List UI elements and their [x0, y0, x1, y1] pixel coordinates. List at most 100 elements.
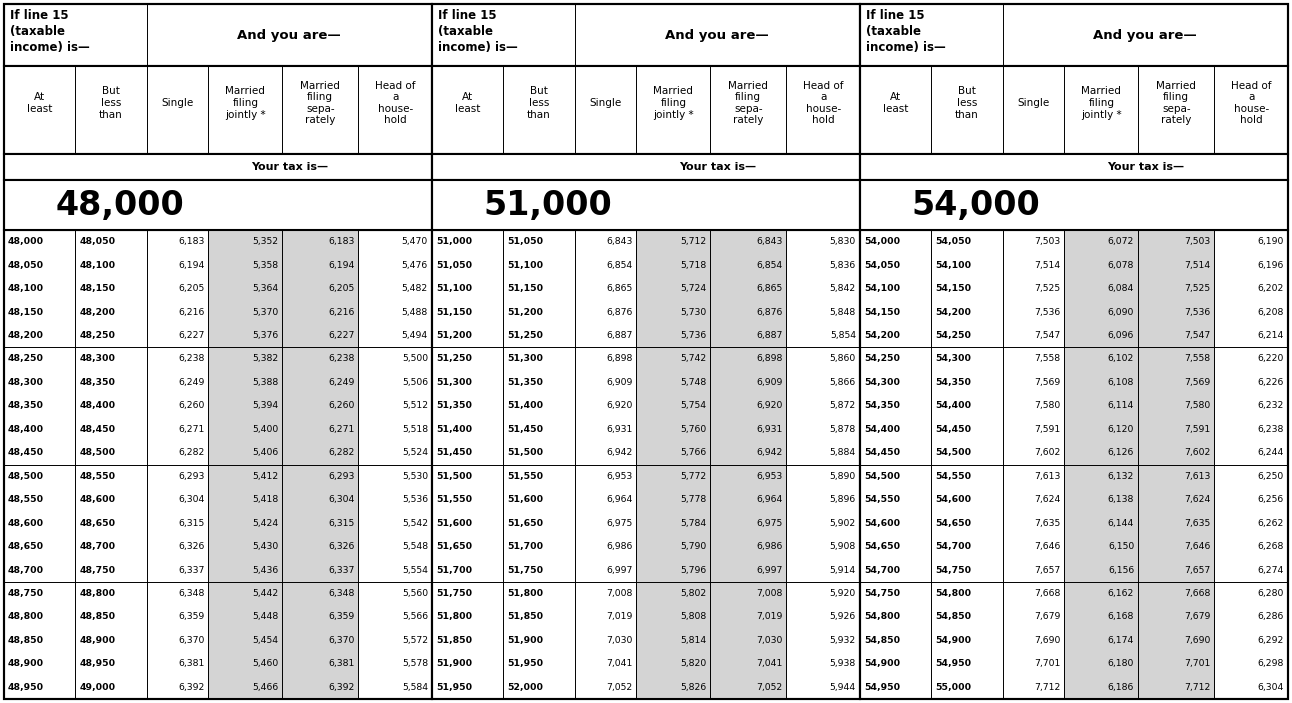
Text: 48,950: 48,950 [79, 659, 115, 669]
Text: 7,536: 7,536 [1034, 308, 1061, 316]
Text: 54,200: 54,200 [864, 331, 901, 340]
Text: 51,100: 51,100 [508, 261, 544, 270]
Bar [711, 66, 787, 154]
Text: And you are—: And you are— [665, 29, 769, 41]
Text: 7,041: 7,041 [756, 659, 782, 669]
Text: 48,700: 48,700 [8, 565, 44, 574]
Text: 5,358: 5,358 [252, 261, 278, 270]
Text: 6,964: 6,964 [756, 495, 782, 504]
Text: 6,359: 6,359 [328, 612, 354, 621]
Text: 5,488: 5,488 [402, 308, 428, 316]
Text: 6,078: 6,078 [1107, 261, 1134, 270]
Text: 7,030: 7,030 [606, 636, 633, 645]
Text: 5,454: 5,454 [252, 636, 278, 645]
Text: If line 15
(taxable
income) is—: If line 15 (taxable income) is— [438, 9, 518, 54]
Text: 7,712: 7,712 [1183, 683, 1211, 692]
Text: 5,554: 5,554 [402, 565, 428, 574]
Text: Single: Single [1018, 98, 1049, 108]
Text: 6,887: 6,887 [756, 331, 782, 340]
Text: 5,424: 5,424 [252, 519, 278, 528]
Text: 5,896: 5,896 [829, 495, 857, 504]
Text: 5,848: 5,848 [829, 308, 857, 316]
Text: 5,512: 5,512 [402, 401, 428, 411]
Text: 6,337: 6,337 [328, 565, 354, 574]
Text: 6,250: 6,250 [1257, 472, 1284, 481]
Text: 7,613: 7,613 [1183, 472, 1211, 481]
Text: 51,650: 51,650 [435, 542, 472, 551]
Text: 7,635: 7,635 [1034, 519, 1061, 528]
Text: 48,500: 48,500 [79, 449, 115, 457]
Text: 5,572: 5,572 [402, 636, 428, 645]
Text: 5,808: 5,808 [680, 612, 707, 621]
Text: 6,964: 6,964 [606, 495, 633, 504]
Text: 51,450: 51,450 [435, 449, 472, 457]
Text: 51,500: 51,500 [508, 449, 544, 457]
Text: 48,800: 48,800 [8, 612, 44, 621]
Text: 51,250: 51,250 [508, 331, 544, 340]
Text: 6,144: 6,144 [1107, 519, 1134, 528]
Text: 6,315: 6,315 [328, 519, 354, 528]
Text: If line 15
(taxable
income) is—: If line 15 (taxable income) is— [866, 9, 946, 54]
Text: 7,712: 7,712 [1034, 683, 1061, 692]
Text: 54,600: 54,600 [864, 519, 901, 528]
Text: 54,950: 54,950 [935, 659, 972, 669]
Text: 5,430: 5,430 [252, 542, 278, 551]
Text: 6,304: 6,304 [178, 495, 204, 504]
Bar [208, 154, 282, 180]
Text: 51,700: 51,700 [508, 542, 544, 551]
Text: 7,569: 7,569 [1034, 378, 1061, 387]
Text: 54,000: 54,000 [864, 237, 901, 246]
Text: 6,216: 6,216 [178, 308, 204, 316]
Text: 6,931: 6,931 [606, 425, 633, 434]
Text: 6,190: 6,190 [1257, 237, 1284, 246]
Text: 7,602: 7,602 [1034, 449, 1061, 457]
Text: 48,150: 48,150 [79, 284, 115, 293]
Text: 6,975: 6,975 [606, 519, 633, 528]
Text: 6,186: 6,186 [1107, 683, 1134, 692]
Text: 5,730: 5,730 [680, 308, 707, 316]
Text: 5,938: 5,938 [829, 659, 857, 669]
Text: 6,843: 6,843 [756, 237, 782, 246]
Text: 54,800: 54,800 [864, 612, 901, 621]
Text: 6,096: 6,096 [1107, 331, 1134, 340]
Text: 5,836: 5,836 [829, 261, 857, 270]
Text: 6,887: 6,887 [606, 331, 633, 340]
Text: 5,802: 5,802 [680, 589, 707, 598]
Text: 5,388: 5,388 [252, 378, 278, 387]
Text: 6,168: 6,168 [1107, 612, 1134, 621]
Text: 5,448: 5,448 [252, 612, 278, 621]
Text: 7,536: 7,536 [1183, 308, 1211, 316]
Text: 51,750: 51,750 [508, 565, 544, 574]
Text: Single: Single [589, 98, 621, 108]
Text: 54,700: 54,700 [864, 565, 901, 574]
Text: 7,690: 7,690 [1034, 636, 1061, 645]
Text: 48,300: 48,300 [79, 354, 115, 363]
Text: 7,052: 7,052 [606, 683, 633, 692]
Text: 7,019: 7,019 [756, 612, 782, 621]
Text: 5,394: 5,394 [252, 401, 278, 411]
Text: 6,084: 6,084 [1107, 284, 1134, 293]
Bar [860, 180, 1288, 230]
Text: Married
filing
sepa-
rately: Married filing sepa- rately [300, 81, 340, 125]
Text: 54,200: 54,200 [935, 308, 972, 316]
Text: 5,742: 5,742 [680, 354, 707, 363]
Text: 5,364: 5,364 [252, 284, 278, 293]
Text: 51,500: 51,500 [435, 472, 472, 481]
Text: 6,909: 6,909 [606, 378, 633, 387]
Text: 5,436: 5,436 [252, 565, 278, 574]
Text: 48,550: 48,550 [8, 495, 44, 504]
Text: 5,500: 5,500 [402, 354, 428, 363]
Text: 6,920: 6,920 [606, 401, 633, 411]
Text: 5,406: 5,406 [252, 449, 278, 457]
Text: 5,920: 5,920 [829, 589, 857, 598]
Text: 54,850: 54,850 [864, 636, 901, 645]
Text: 7,668: 7,668 [1183, 589, 1211, 598]
Text: Head of
a
house-
hold: Head of a house- hold [802, 81, 844, 125]
Text: 48,950: 48,950 [8, 683, 44, 692]
Text: 51,200: 51,200 [508, 308, 544, 316]
Text: 6,865: 6,865 [606, 284, 633, 293]
Text: Single: Single [162, 98, 194, 108]
Bar [711, 230, 787, 699]
Text: 48,050: 48,050 [8, 261, 44, 270]
Text: 5,482: 5,482 [402, 284, 428, 293]
